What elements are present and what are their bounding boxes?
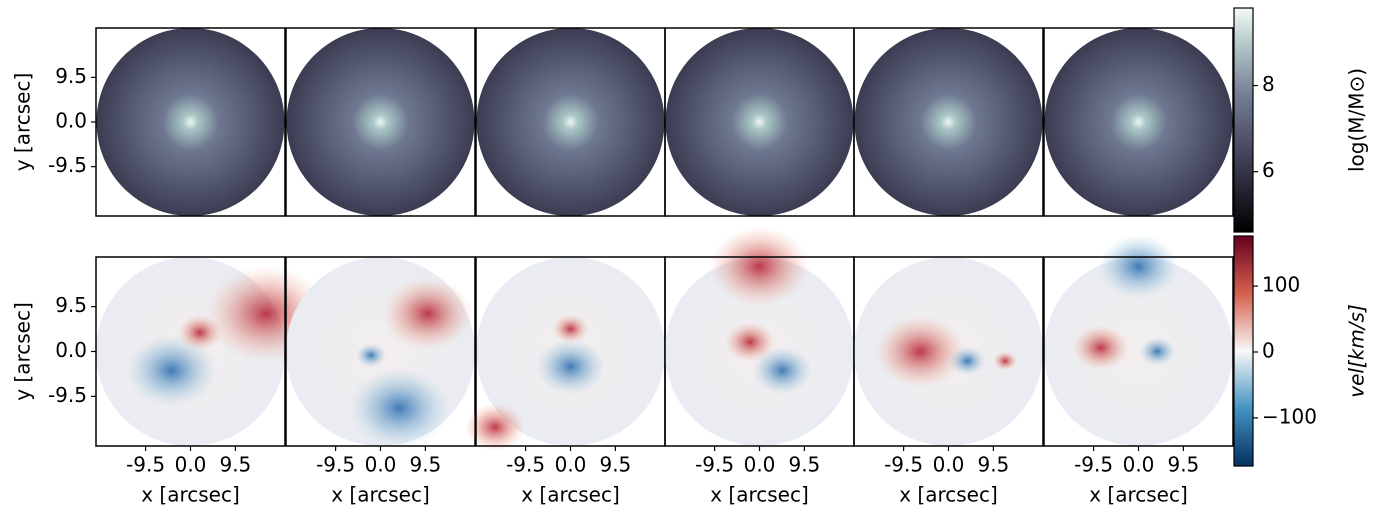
x-axis-label: x [arcsec]	[710, 483, 809, 507]
colorbar-label: log(M/M⊙)	[1345, 68, 1369, 172]
mass-map	[854, 28, 1043, 216]
y-axis-label: y [arcsec]	[11, 302, 35, 401]
x-tick-label: 9.5	[219, 453, 251, 477]
y-tick-label: 9.5	[55, 293, 87, 317]
x-tick-label: 0.0	[555, 453, 587, 477]
x-tick-label: -9.5	[695, 453, 734, 477]
velocity-blob	[875, 315, 966, 388]
y-axis-label: y [arcsec]	[11, 73, 35, 172]
velocity-blob	[949, 346, 986, 376]
mass-map	[476, 28, 665, 216]
mass-map	[1044, 28, 1233, 216]
x-tick-label: -9.5	[316, 453, 355, 477]
colorbar-tick-label: 6	[1262, 158, 1275, 182]
velocity-blob	[382, 277, 473, 350]
velocity-blob	[552, 314, 589, 344]
y-tick-label: 9.5	[55, 64, 87, 88]
y-tick-label: -9.5	[48, 383, 87, 407]
x-tick-label: 9.5	[409, 453, 441, 477]
panel-frame	[1043, 27, 1234, 217]
colorbar-tick-label: 8	[1262, 72, 1275, 96]
x-tick-label: 9.5	[1167, 453, 1199, 477]
x-axis-label: x [arcsec]	[899, 483, 998, 507]
x-tick-label: 0.0	[365, 453, 397, 477]
mass-map	[665, 28, 854, 216]
velocity-blob	[752, 346, 813, 395]
mass-map	[286, 28, 475, 216]
velocity-blob	[725, 322, 776, 363]
panel-frame	[853, 27, 1044, 217]
x-tick-label: 0.0	[933, 453, 965, 477]
colorbar-tick-label: 0	[1262, 338, 1275, 362]
x-tick-label: -9.5	[126, 453, 165, 477]
x-tick-label: 9.5	[599, 453, 631, 477]
colorbar	[1233, 7, 1254, 233]
x-tick-label: 9.5	[788, 453, 820, 477]
panel-frame	[285, 27, 476, 217]
colorbar-tick-label: −100	[1262, 404, 1317, 428]
x-tick-label: -9.5	[506, 453, 545, 477]
colorbar-label: vel[km/s]	[1345, 304, 1369, 398]
x-tick-label: 9.5	[977, 453, 1009, 477]
colorbar	[1233, 235, 1254, 467]
y-tick-label: -9.5	[48, 153, 87, 177]
x-tick-label: -9.5	[1074, 453, 1113, 477]
x-axis-label: x [arcsec]	[1089, 483, 1188, 507]
velocity-blob	[1072, 325, 1129, 371]
colorbar-tick-label: 100	[1262, 273, 1300, 297]
mass-map	[96, 28, 285, 216]
velocity-blob	[126, 334, 217, 407]
x-tick-label: 0.0	[175, 453, 207, 477]
x-tick-label: 0.0	[1123, 453, 1155, 477]
x-axis-label: x [arcsec]	[331, 483, 430, 507]
x-tick-label: -9.5	[884, 453, 923, 477]
y-tick-label: 0.0	[55, 338, 87, 362]
x-axis-label: x [arcsec]	[141, 483, 240, 507]
velocity-map	[1044, 257, 1233, 446]
velocity-blob	[1098, 234, 1179, 299]
velocity-blob	[1139, 337, 1176, 366]
y-tick-label: 0.0	[55, 109, 87, 133]
velocity-blob	[709, 226, 810, 307]
velocity-blob	[349, 368, 450, 449]
velocity-blob	[993, 351, 1018, 371]
velocity-blob	[356, 343, 387, 368]
x-axis-label: x [arcsec]	[521, 483, 620, 507]
x-tick-label: 0.0	[744, 453, 776, 477]
velocity-blob	[464, 403, 525, 452]
velocity-blob	[535, 338, 606, 395]
